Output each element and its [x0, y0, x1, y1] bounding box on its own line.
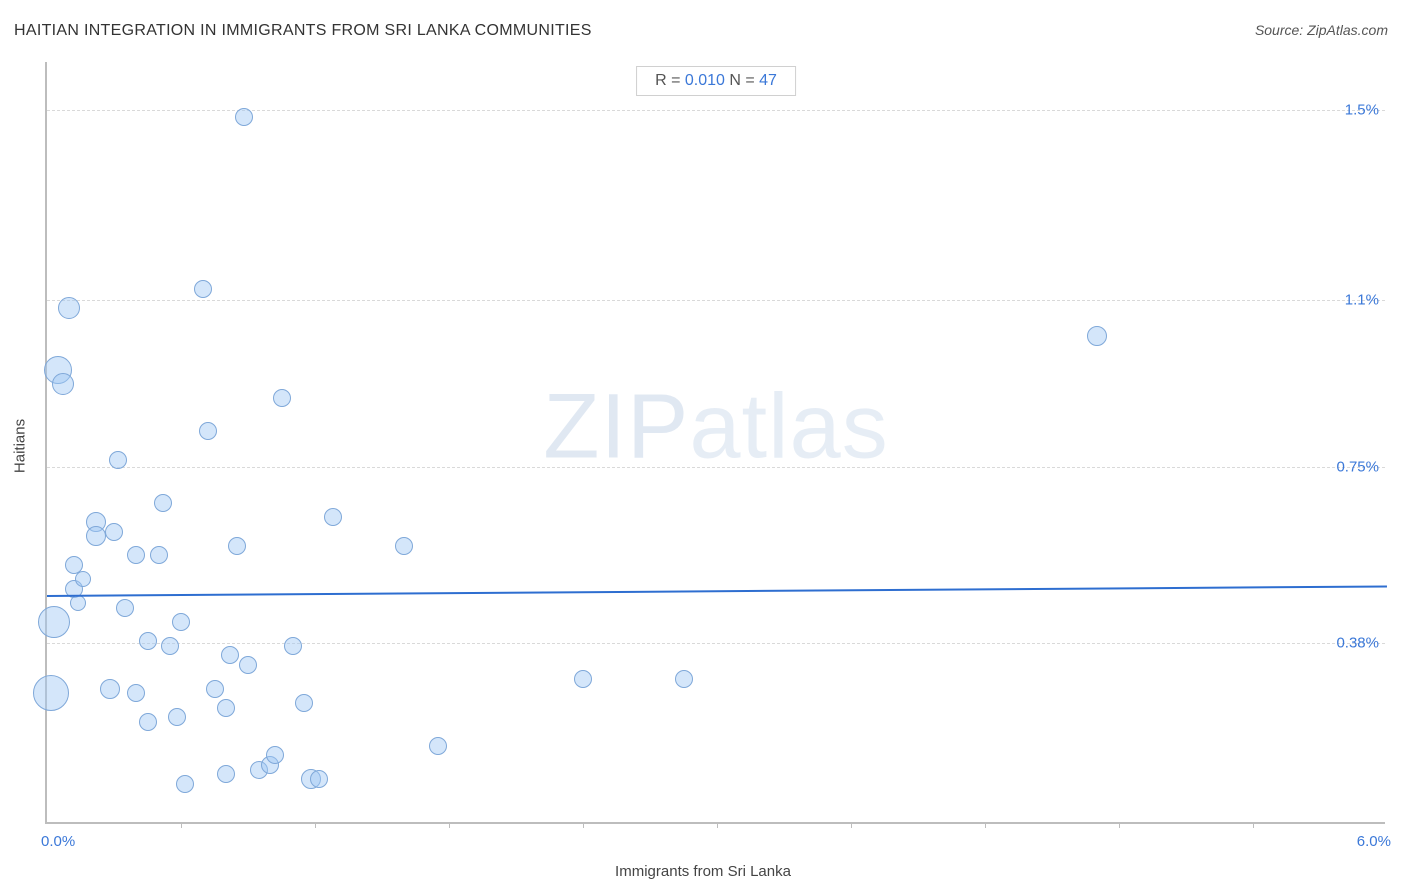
watermark: ZIPatlas [543, 374, 888, 479]
watermark-zip: ZIP [543, 375, 689, 477]
n-label: N = [725, 72, 759, 89]
data-point [58, 297, 80, 319]
trend-line [47, 586, 1387, 598]
y-axis-label: Haitians [12, 419, 29, 473]
data-point [284, 637, 302, 655]
data-point [116, 599, 134, 617]
data-point [127, 684, 145, 702]
data-point [675, 670, 693, 688]
source-label: Source: ZipAtlas.com [1255, 22, 1388, 38]
data-point [109, 451, 127, 469]
watermark-atlas: atlas [689, 375, 888, 477]
y-tick-label: 1.5% [1345, 101, 1379, 118]
data-point [172, 613, 190, 631]
data-point [574, 670, 592, 688]
y-tick-label: 0.75% [1336, 458, 1379, 475]
x-start-label: 0.0% [41, 833, 75, 850]
chart-title: HAITIAN INTEGRATION IN IMMIGRANTS FROM S… [14, 22, 592, 40]
data-point [86, 526, 106, 546]
x-axis-label: Immigrants from Sri Lanka [615, 863, 791, 880]
y-tick-label: 0.38% [1336, 635, 1379, 652]
data-point [100, 679, 120, 699]
gridline [47, 643, 1385, 644]
data-point [324, 508, 342, 526]
data-point [395, 537, 413, 555]
data-point [168, 708, 186, 726]
data-point [310, 770, 328, 788]
data-point [127, 546, 145, 564]
header: HAITIAN INTEGRATION IN IMMIGRANTS FROM S… [0, 0, 1406, 50]
data-point [161, 637, 179, 655]
gridline [47, 300, 1385, 301]
x-tick [449, 822, 450, 828]
x-tick [315, 822, 316, 828]
data-point [266, 746, 284, 764]
data-point [217, 699, 235, 717]
x-tick [181, 822, 182, 828]
data-point [194, 280, 212, 298]
data-point [235, 108, 253, 126]
data-point [206, 680, 224, 698]
data-point [33, 675, 69, 711]
data-point [139, 713, 157, 731]
data-point [199, 422, 217, 440]
data-point [38, 606, 70, 638]
r-label: R = [655, 72, 685, 89]
data-point [1087, 326, 1107, 346]
plot-area: R = 0.010 N = 47 ZIPatlas 0.38% 0.75% 1.1%… [45, 62, 1385, 824]
r-value: 0.010 [685, 72, 725, 89]
data-point [105, 523, 123, 541]
data-point [228, 537, 246, 555]
x-tick [1119, 822, 1120, 828]
data-point [154, 494, 172, 512]
x-end-label: 6.0% [1357, 833, 1391, 850]
x-tick [717, 822, 718, 828]
x-tick [851, 822, 852, 828]
n-value: 47 [759, 72, 777, 89]
data-point [221, 646, 239, 664]
data-point [139, 632, 157, 650]
data-point [273, 389, 291, 407]
stats-box: R = 0.010 N = 47 [636, 66, 796, 96]
x-tick [985, 822, 986, 828]
gridline [47, 467, 1385, 468]
data-point [217, 765, 235, 783]
data-point [429, 737, 447, 755]
data-point [295, 694, 313, 712]
data-point [239, 656, 257, 674]
x-tick [583, 822, 584, 828]
data-point [70, 595, 86, 611]
data-point [150, 546, 168, 564]
data-point [75, 571, 91, 587]
data-point [176, 775, 194, 793]
data-point [52, 373, 74, 395]
y-tick-label: 1.1% [1345, 292, 1379, 309]
x-tick [1253, 822, 1254, 828]
